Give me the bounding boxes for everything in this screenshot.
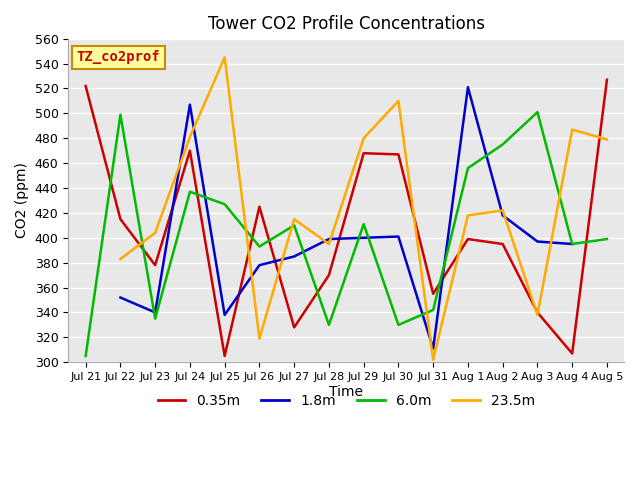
0.35m [534,310,541,315]
X-axis label: Time: Time [330,384,364,399]
6.0m [499,142,506,147]
23.5m [186,134,194,140]
1.8m [395,234,403,240]
0.35m [221,353,228,359]
0.35m [325,272,333,278]
Line: 1.8m: 1.8m [120,87,572,348]
23.5m [429,357,437,362]
0.35m [82,83,90,89]
23.5m [603,137,611,143]
0.35m [603,77,611,83]
6.0m [186,189,194,194]
0.35m [255,204,263,210]
6.0m [568,241,576,247]
23.5m [534,312,541,318]
0.35m [186,148,194,154]
23.5m [395,98,403,104]
0.35m [291,324,298,330]
23.5m [291,216,298,222]
1.8m [291,253,298,259]
0.35m [395,152,403,157]
6.0m [534,109,541,115]
23.5m [499,207,506,213]
0.35m [429,291,437,297]
23.5m [360,135,367,141]
1.8m [221,312,228,318]
23.5m [221,55,228,60]
23.5m [116,256,124,262]
Y-axis label: CO2 (ppm): CO2 (ppm) [15,163,29,239]
Title: Tower CO2 Profile Concentrations: Tower CO2 Profile Concentrations [208,15,484,33]
1.8m [255,262,263,268]
1.8m [534,239,541,244]
0.35m [464,236,472,242]
23.5m [151,230,159,236]
6.0m [603,236,611,242]
6.0m [429,307,437,313]
1.8m [499,213,506,218]
1.8m [568,241,576,247]
1.8m [325,236,333,242]
0.35m [116,216,124,222]
1.8m [151,310,159,315]
6.0m [325,322,333,328]
0.35m [499,241,506,247]
6.0m [464,165,472,171]
0.35m [151,262,159,268]
6.0m [82,353,90,359]
6.0m [360,221,367,227]
23.5m [255,336,263,341]
Legend: 0.35m, 1.8m, 6.0m, 23.5m: 0.35m, 1.8m, 6.0m, 23.5m [152,388,541,413]
23.5m [325,241,333,247]
23.5m [568,127,576,132]
6.0m [221,201,228,207]
6.0m [255,244,263,250]
1.8m [116,295,124,300]
1.8m [360,235,367,240]
1.8m [186,102,194,108]
23.5m [464,213,472,218]
6.0m [116,112,124,118]
6.0m [151,316,159,322]
6.0m [291,222,298,228]
1.8m [429,346,437,351]
Line: 6.0m: 6.0m [86,112,607,356]
Line: 23.5m: 23.5m [120,58,607,360]
6.0m [395,322,403,328]
Text: TZ_co2prof: TZ_co2prof [77,50,161,64]
Line: 0.35m: 0.35m [86,80,607,356]
0.35m [568,350,576,356]
0.35m [360,150,367,156]
1.8m [464,84,472,90]
